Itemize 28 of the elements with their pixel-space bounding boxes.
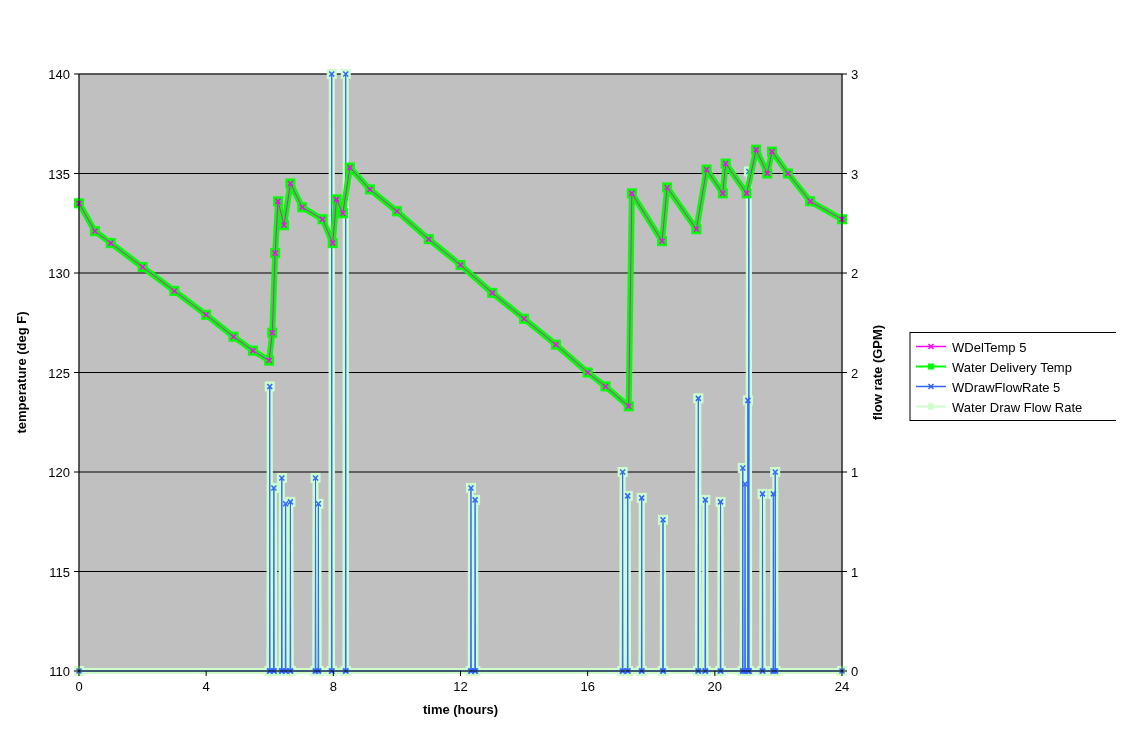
x-tick-label: 8 — [329, 679, 337, 694]
y2-tick-label: 2 — [851, 266, 859, 281]
y-tick-label: 135 — [48, 166, 70, 182]
y-tick-label: 110 — [49, 664, 70, 679]
y-tick-label: 115 — [49, 564, 70, 580]
legend-label: WDelTemp 5 — [952, 339, 1027, 355]
y2-tick-label: 1 — [851, 465, 859, 480]
x-tick-label: 20 — [707, 679, 723, 694]
y-axis-title: temperature (deg F) — [14, 311, 29, 434]
x-tick-label: 0 — [75, 679, 83, 694]
x-tick-label: 4 — [202, 679, 210, 694]
legend-label: WDrawFlowRate 5 — [952, 379, 1061, 395]
x-tick-label: 12 — [453, 679, 468, 694]
y2-tick-label: 2 — [851, 365, 859, 381]
x-tick-label: 24 — [834, 679, 850, 694]
y-tick-label: 125 — [48, 365, 70, 381]
y2-tick-label: 3 — [851, 166, 859, 182]
y-tick-label: 140 — [48, 67, 70, 82]
y-tick-label: 120 — [48, 465, 70, 480]
legend-label: Water Draw Flow Rate — [952, 399, 1083, 415]
x-tick-label: 16 — [580, 679, 595, 694]
y2-tick-label: 3 — [851, 67, 859, 82]
legend-label: Water Delivery Temp — [952, 359, 1072, 375]
y2-tick-label: 1 — [851, 564, 859, 580]
y-tick-label: 130 — [48, 266, 70, 281]
y2-axis-title: flow rate (GPM) — [870, 324, 885, 421]
y2-tick-label: 0 — [851, 664, 859, 679]
x-axis-title: time (hours) — [422, 702, 499, 717]
